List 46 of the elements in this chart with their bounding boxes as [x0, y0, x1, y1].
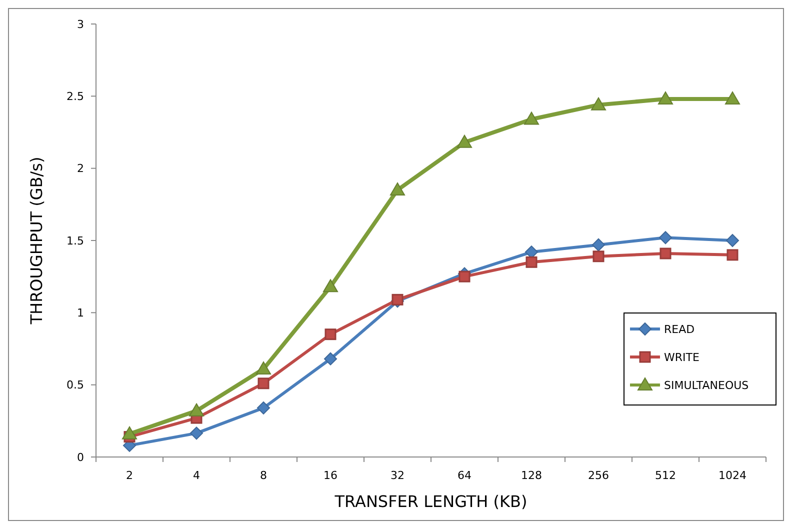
point: [660, 248, 672, 260]
y-tick-label: 3: [77, 18, 84, 31]
x-tick-label: 2: [126, 469, 133, 482]
point: [323, 279, 338, 292]
point: [190, 426, 203, 440]
point: [257, 401, 270, 414]
point: [122, 426, 137, 440]
point: [390, 182, 405, 196]
x-tick-label: 4: [193, 469, 200, 482]
x-tick-label: 64: [458, 469, 472, 482]
point: [458, 270, 470, 282]
y-tick-label: 1.5: [66, 234, 84, 248]
point: [726, 249, 738, 261]
point: [524, 112, 539, 125]
y-tick-label: 1: [77, 306, 84, 320]
legend-label: READ: [664, 322, 695, 336]
point: [658, 92, 673, 105]
y-tick-label: 0.5: [66, 378, 84, 392]
point: [725, 92, 740, 105]
x-tick-label: 1024: [718, 469, 746, 482]
x-tick-label: 512: [655, 469, 676, 482]
legend-label: WRITE: [664, 350, 700, 364]
point: [457, 134, 472, 148]
legend-label: SIMULTANEOUS: [664, 378, 749, 392]
point: [392, 294, 404, 306]
x-tick-label: 32: [390, 469, 404, 482]
point: [726, 234, 739, 247]
point: [189, 403, 204, 416]
point: [592, 250, 604, 262]
y-axis-title: THROUGHPUT (GB/s): [27, 156, 46, 326]
point: [591, 97, 606, 110]
point: [659, 231, 672, 244]
point: [256, 361, 271, 374]
x-tick-label: 256: [588, 469, 609, 482]
x-axis-title: TRANSFER LENGTH (KB): [334, 492, 528, 511]
x-tick-label: 128: [521, 469, 542, 482]
point: [324, 352, 337, 366]
point: [324, 328, 336, 340]
point: [258, 378, 270, 390]
y-tick-label: 2.5: [66, 90, 84, 104]
x-tick-label: 16: [324, 469, 338, 482]
y-tick-label: 2: [77, 162, 84, 176]
point: [526, 256, 538, 268]
y-tick-label: 0: [77, 450, 84, 464]
x-tick-label: 8: [260, 469, 267, 482]
point: [592, 238, 605, 252]
